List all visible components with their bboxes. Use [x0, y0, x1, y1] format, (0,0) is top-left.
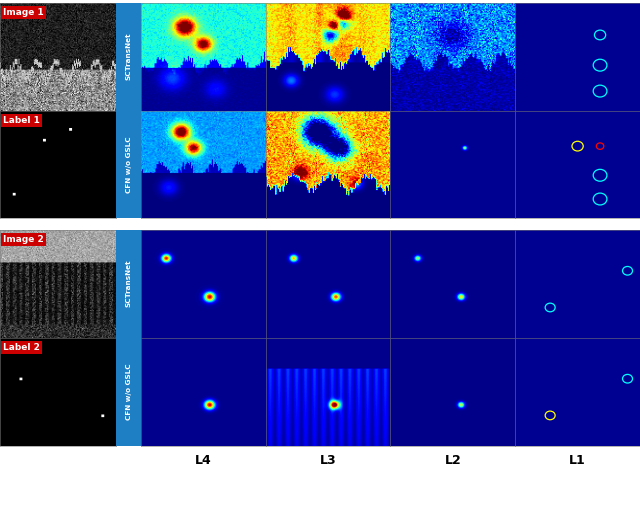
Text: Label 2: Label 2	[3, 343, 40, 352]
Text: Image 1: Image 1	[3, 8, 44, 17]
Text: Image 2: Image 2	[3, 235, 44, 244]
Text: Label 1: Label 1	[3, 116, 40, 125]
Text: L2: L2	[444, 454, 461, 467]
Text: L1: L1	[569, 454, 586, 467]
Text: CFN w/o GSLC: CFN w/o GSLC	[125, 136, 132, 193]
Text: CFN w/o GSLC: CFN w/o GSLC	[125, 363, 132, 420]
Text: L4: L4	[195, 454, 212, 467]
Text: L3: L3	[320, 454, 336, 467]
Text: SCTransNet: SCTransNet	[125, 260, 132, 307]
Text: SCTransNet: SCTransNet	[125, 33, 132, 80]
